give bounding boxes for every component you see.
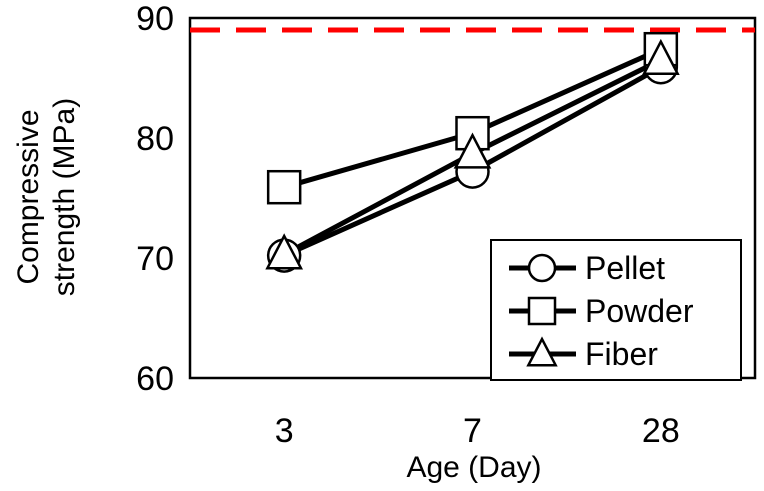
x-axis-title: Age (Day) [406,451,541,484]
data-point-fiber [641,38,680,76]
y-tick-label: 80 [136,120,174,158]
data-point-fiber [265,233,304,270]
legend-label-powder: Powder [585,293,694,329]
legend-label-fiber: Fiber [585,336,658,372]
x-tick-label: 7 [463,412,482,450]
plot-area-frame [188,16,757,380]
legend-marker-pellet [527,253,557,283]
x-tick-label: 3 [275,412,294,450]
y-axis-title-line-1: Compressive [12,109,45,284]
y-tick-label: 60 [136,360,174,398]
legend-marker-powder [527,296,557,326]
legend-marker-fiber [526,336,558,367]
y-tick-label: 70 [136,240,174,278]
data-point-fiber [453,132,492,169]
y-axis-title-line-2: strength (MPa) [48,98,81,296]
legend-label-pellet: Pellet [585,250,665,286]
x-tick-label: 28 [642,412,680,450]
data-point-powder [266,169,302,205]
y-tick-label: 90 [136,0,174,38]
